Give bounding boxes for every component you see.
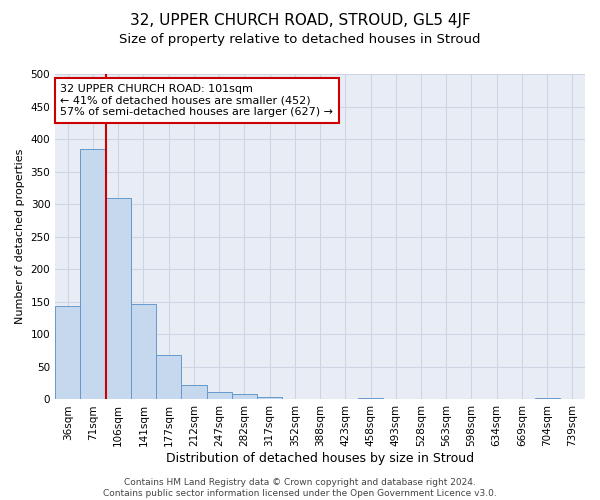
Bar [257, 397, 282, 400]
Text: 32, UPPER CHURCH ROAD, STROUD, GL5 4JF: 32, UPPER CHURCH ROAD, STROUD, GL5 4JF [130, 12, 470, 28]
Bar [131, 304, 156, 400]
Text: 32 UPPER CHURCH ROAD: 101sqm
← 41% of detached houses are smaller (452)
57% of s: 32 UPPER CHURCH ROAD: 101sqm ← 41% of de… [61, 84, 334, 117]
Bar [106, 198, 131, 400]
Bar [232, 394, 257, 400]
Bar [206, 392, 232, 400]
X-axis label: Distribution of detached houses by size in Stroud: Distribution of detached houses by size … [166, 452, 474, 465]
Text: Contains HM Land Registry data © Crown copyright and database right 2024.
Contai: Contains HM Land Registry data © Crown c… [103, 478, 497, 498]
Text: Size of property relative to detached houses in Stroud: Size of property relative to detached ho… [119, 32, 481, 46]
Bar [181, 385, 206, 400]
Bar [156, 354, 181, 400]
Bar [55, 306, 80, 400]
Bar [535, 398, 560, 400]
Bar [358, 398, 383, 400]
Y-axis label: Number of detached properties: Number of detached properties [15, 149, 25, 324]
Bar [80, 149, 106, 400]
